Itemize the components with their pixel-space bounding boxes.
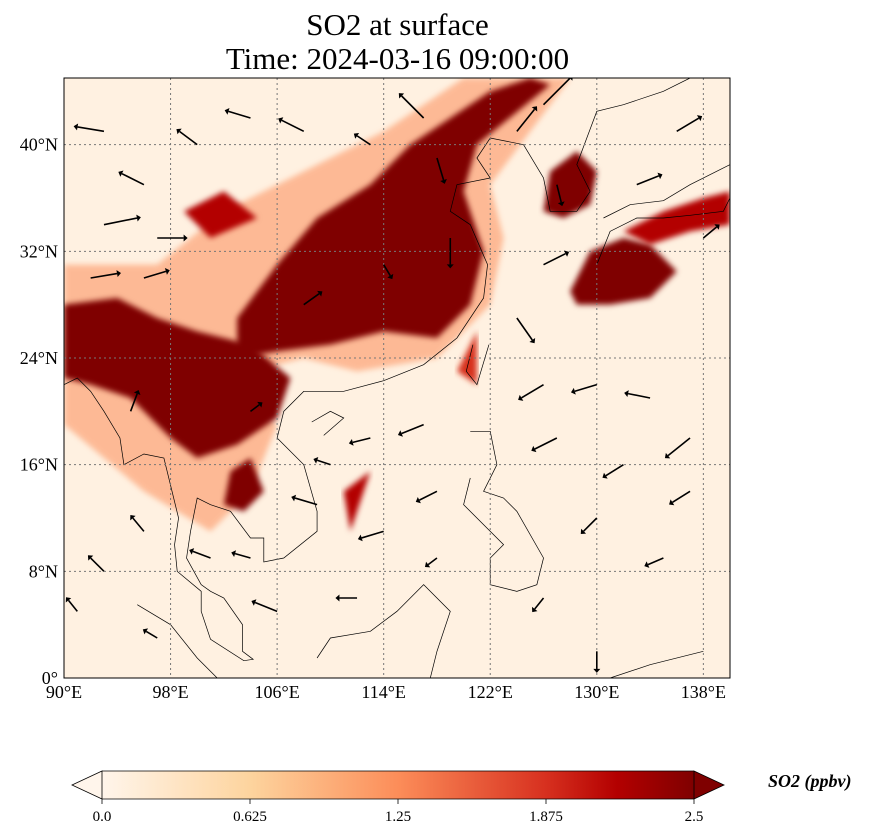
wind-arrow xyxy=(189,548,211,559)
map-frame xyxy=(63,77,731,679)
wind-arrow xyxy=(436,157,447,184)
wind-arrow xyxy=(397,423,424,437)
colorbar: 0.0 0.625 1.25 1.875 2.5 SO2 (ppbv) xyxy=(71,770,852,825)
wind-arrow xyxy=(87,555,105,572)
wind-arrow xyxy=(313,456,331,466)
wind-arrow xyxy=(398,93,425,119)
wind-arrow xyxy=(516,106,538,132)
y-tick-label: 32°N xyxy=(20,241,58,261)
colorbar-tick-label: 2.5 xyxy=(685,809,704,825)
wind-arrow xyxy=(348,437,371,446)
wind-arrow xyxy=(593,651,601,673)
wind-arrow xyxy=(129,389,141,412)
so2-field-layer xyxy=(64,78,730,532)
wind-arrow xyxy=(446,238,454,269)
so2-hotspot-3 xyxy=(223,458,264,512)
chart-title-line1: SO2 at surface xyxy=(306,7,489,42)
wind-arrow xyxy=(531,597,545,613)
wind-arrow xyxy=(249,401,263,412)
wind-arrow xyxy=(676,115,703,133)
coastline-8 xyxy=(610,650,704,678)
wind-arrow xyxy=(556,184,565,207)
coastline-4 xyxy=(596,164,730,265)
wind-arrow xyxy=(118,170,145,186)
so2-hotspot-2 xyxy=(64,298,291,458)
wind-arrow xyxy=(636,172,663,186)
wind-arrow xyxy=(142,628,158,639)
wind-arrow xyxy=(231,550,251,559)
so2-hotspot-8 xyxy=(343,471,371,532)
wind-arrow xyxy=(176,128,198,146)
coastline-7 xyxy=(137,604,218,678)
so2-hotspot-7 xyxy=(183,191,258,238)
colorbar-tick-label: 0.625 xyxy=(233,809,267,825)
wind-arrow xyxy=(543,250,570,266)
wind-arrow xyxy=(542,78,573,106)
colorbar-label: SO2 (ppbv) xyxy=(768,771,852,792)
wind-arrow xyxy=(73,123,105,133)
wind-arrow xyxy=(353,132,371,146)
coastline-6 xyxy=(316,584,451,678)
wind-arrow xyxy=(624,390,651,399)
x-tick-label: 122°E xyxy=(468,682,513,702)
coastline-layer xyxy=(64,78,730,678)
wind-arrow xyxy=(357,530,384,542)
colorbar-tick-label: 1.875 xyxy=(529,809,563,825)
x-tick-label: 106°E xyxy=(255,682,300,702)
wind-arrow xyxy=(702,224,720,239)
y-tick-label: 8°N xyxy=(29,561,58,581)
wind-arrow xyxy=(130,515,145,532)
x-tick-label: 130°E xyxy=(574,682,619,702)
x-tick-label: 114°E xyxy=(361,682,406,702)
chart-title-line2: Time: 2024-03-16 09:00:00 xyxy=(225,41,570,76)
x-tick-label: 90°E xyxy=(46,682,82,702)
wind-arrow xyxy=(335,594,358,602)
wind-arrow xyxy=(251,599,278,613)
wind-arrow xyxy=(516,317,536,344)
colorbar-extend-low xyxy=(71,770,103,800)
so2-hotspot-9 xyxy=(456,331,477,385)
y-tick-label: 0° xyxy=(42,668,58,688)
wind-arrow xyxy=(664,437,691,459)
coastline-3 xyxy=(311,410,345,436)
coastline-0 xyxy=(64,137,524,662)
wind-vector-layer xyxy=(65,78,720,673)
so2-hotspot-1 xyxy=(237,78,551,358)
wind-arrow xyxy=(90,270,121,279)
colorbar-tick-label: 0.0 xyxy=(93,809,112,825)
wind-arrow xyxy=(415,490,438,504)
y-tick-label: 40°N xyxy=(20,135,58,155)
x-tick-label: 98°E xyxy=(152,682,188,702)
colorbar-extend-high xyxy=(693,770,725,800)
wind-arrow xyxy=(644,557,664,568)
wind-arrow xyxy=(143,268,170,279)
y-tick-label: 24°N xyxy=(20,348,58,368)
colorbar-gradient xyxy=(102,771,694,799)
wind-arrow xyxy=(303,290,323,306)
wind-arrow xyxy=(103,214,141,226)
wind-arrow xyxy=(531,437,558,453)
y-tick-label: 16°N xyxy=(20,455,58,475)
wind-arrow xyxy=(602,463,624,479)
wind-arrow xyxy=(518,383,544,401)
wind-arrow xyxy=(382,264,394,280)
wind-arrow xyxy=(669,490,691,506)
wind-arrow xyxy=(424,557,438,568)
colorbar-tick-label: 1.25 xyxy=(385,809,411,825)
coastline-1 xyxy=(523,78,691,212)
wind-arrow xyxy=(224,108,251,119)
wind-arrow xyxy=(580,517,598,535)
x-tick-label: 138°E xyxy=(681,682,726,702)
axis-ticks: 90°E 98°E 106°E 114°E 122°E 130°E 138°E 0° 8°N 16… xyxy=(20,135,726,702)
wind-arrow xyxy=(65,597,78,612)
wind-arrow xyxy=(291,494,318,506)
wind-arrow xyxy=(157,234,188,242)
wind-arrow xyxy=(570,383,598,395)
wind-arrow xyxy=(278,117,305,133)
